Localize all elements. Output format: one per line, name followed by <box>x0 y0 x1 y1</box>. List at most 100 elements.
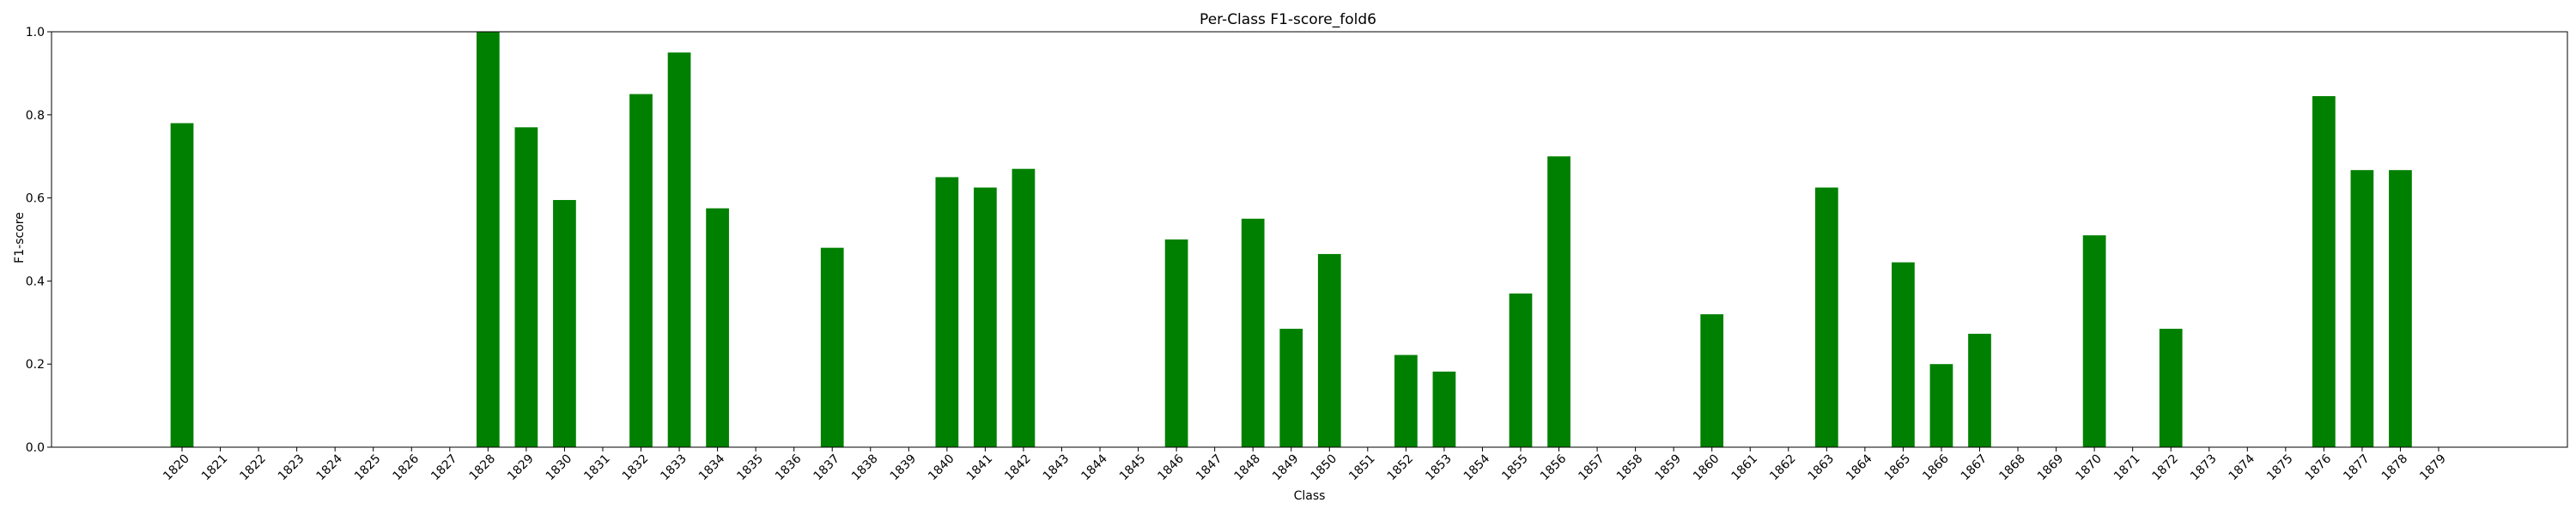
bar-1863 <box>1814 187 1838 447</box>
bar-1830 <box>553 200 576 447</box>
x-tick-label: 1840 <box>926 452 957 484</box>
x-tick-label: 1838 <box>849 452 881 484</box>
chart-title: Per-Class F1-score_fold6 <box>1200 11 1376 28</box>
y-tick-label: 0.8 <box>26 109 45 123</box>
x-tick-label: 1847 <box>1194 452 1225 484</box>
x-tick-label: 1846 <box>1155 451 1187 483</box>
x-tick-label: 1875 <box>2264 452 2296 484</box>
x-tick-label: 1874 <box>2227 451 2258 483</box>
x-axis-ticks: 1820 1821 1822 1823 1824 1825 1826 1827 1828 1829… <box>161 447 2449 483</box>
bar-1848 <box>1241 218 1265 448</box>
bar-1849 <box>1279 329 1303 447</box>
x-tick-label: 1827 <box>428 452 460 484</box>
x-tick-label: 1866 <box>1920 451 1952 483</box>
bar-1841 <box>974 187 997 447</box>
x-tick-label: 1865 <box>1882 452 1914 484</box>
bar-1852 <box>1394 354 1418 447</box>
x-tick-label: 1858 <box>1614 452 1646 484</box>
x-tick-label: 1826 <box>391 451 422 483</box>
y-tick-label: 0.0 <box>26 441 45 455</box>
x-tick-label: 1856 <box>1538 451 1570 483</box>
x-tick-label: 1877 <box>2341 452 2372 484</box>
y-tick-label: 0.4 <box>26 275 45 288</box>
x-tick-label: 1834 <box>696 451 728 483</box>
bar-1876 <box>2312 96 2336 448</box>
x-tick-label: 1843 <box>1041 452 1072 484</box>
bar-1870 <box>2082 235 2106 447</box>
y-tick-label: 1.0 <box>26 26 45 39</box>
plot-frame <box>51 31 2568 448</box>
x-tick-label: 1868 <box>1996 452 2028 484</box>
x-tick-label: 1837 <box>811 452 843 484</box>
x-tick-label: 1821 <box>199 452 231 484</box>
x-tick-label: 1844 <box>1078 451 1110 483</box>
x-tick-label: 1850 <box>1309 452 1340 484</box>
x-tick-label: 1848 <box>1231 452 1263 484</box>
y-tick-label: 0.2 <box>26 358 45 372</box>
x-tick-label: 1854 <box>1461 451 1493 483</box>
x-tick-label: 1839 <box>888 452 920 484</box>
y-axis-ticks: 0.0 0.2 0.4 0.6 0.8 1.0 <box>26 26 52 455</box>
bar-1877 <box>2350 170 2374 448</box>
bar-1878 <box>2389 170 2412 448</box>
x-tick-label: 1873 <box>2188 452 2220 484</box>
x-tick-label: 1879 <box>2417 452 2449 484</box>
x-tick-label: 1853 <box>1423 452 1455 484</box>
x-tick-label: 1825 <box>352 452 384 484</box>
bar-1850 <box>1317 253 1341 447</box>
bar-1837 <box>820 247 844 447</box>
bar-1872 <box>2159 329 2183 447</box>
x-tick-label: 1870 <box>2073 452 2105 484</box>
x-tick-label: 1864 <box>1844 451 1875 483</box>
x-tick-label: 1842 <box>1002 452 1034 484</box>
x-tick-label: 1855 <box>1499 452 1531 484</box>
x-tick-label: 1841 <box>964 452 996 484</box>
bar-1867 <box>1968 333 1991 447</box>
x-tick-label: 1857 <box>1576 452 1607 484</box>
x-tick-label: 1852 <box>1385 452 1417 484</box>
y-tick-label: 0.6 <box>26 192 45 206</box>
x-tick-label: 1832 <box>620 452 652 484</box>
bar-1860 <box>1700 314 1724 447</box>
bar-1829 <box>514 127 538 447</box>
x-tick-label: 1861 <box>1729 452 1761 484</box>
x-tick-label: 1835 <box>734 452 766 484</box>
bar-1828 <box>476 32 500 447</box>
bar-1855 <box>1509 293 1533 447</box>
x-tick-label: 1845 <box>1117 452 1149 484</box>
bar-1840 <box>935 177 959 447</box>
x-tick-label: 1860 <box>1691 452 1722 484</box>
x-tick-label: 1859 <box>1652 452 1684 484</box>
x-tick-label: 1830 <box>544 452 575 484</box>
x-tick-label: 1822 <box>237 452 269 484</box>
x-tick-label: 1823 <box>276 452 307 484</box>
x-tick-label: 1849 <box>1270 452 1302 484</box>
bar-1820 <box>170 123 194 448</box>
x-tick-label: 1878 <box>2379 452 2411 484</box>
bar-1842 <box>1012 168 1036 447</box>
bar-1833 <box>667 52 691 447</box>
x-axis-label: Class <box>1294 489 1326 503</box>
bar-1866 <box>1929 364 1953 447</box>
x-tick-label: 1863 <box>1806 452 1838 484</box>
x-tick-label: 1829 <box>505 452 537 484</box>
bar-1832 <box>629 94 653 447</box>
bar-1853 <box>1432 371 1456 447</box>
bars-group <box>170 32 2412 448</box>
x-tick-label: 1872 <box>2150 452 2182 484</box>
bar-1846 <box>1164 239 1188 447</box>
x-tick-label: 1828 <box>467 452 499 484</box>
x-tick-label: 1824 <box>313 451 345 483</box>
x-tick-label: 1871 <box>2111 452 2143 484</box>
x-tick-label: 1820 <box>161 452 192 484</box>
bar-1856 <box>1547 156 1571 447</box>
x-tick-label: 1862 <box>1767 452 1799 484</box>
x-tick-label: 1833 <box>658 452 690 484</box>
bar-1834 <box>706 208 729 447</box>
x-tick-label: 1831 <box>581 452 613 484</box>
x-tick-label: 1869 <box>2035 452 2067 484</box>
y-axis-label: F1-score <box>13 212 27 264</box>
bar-1865 <box>1892 262 1915 447</box>
x-tick-label: 1876 <box>2303 451 2335 483</box>
